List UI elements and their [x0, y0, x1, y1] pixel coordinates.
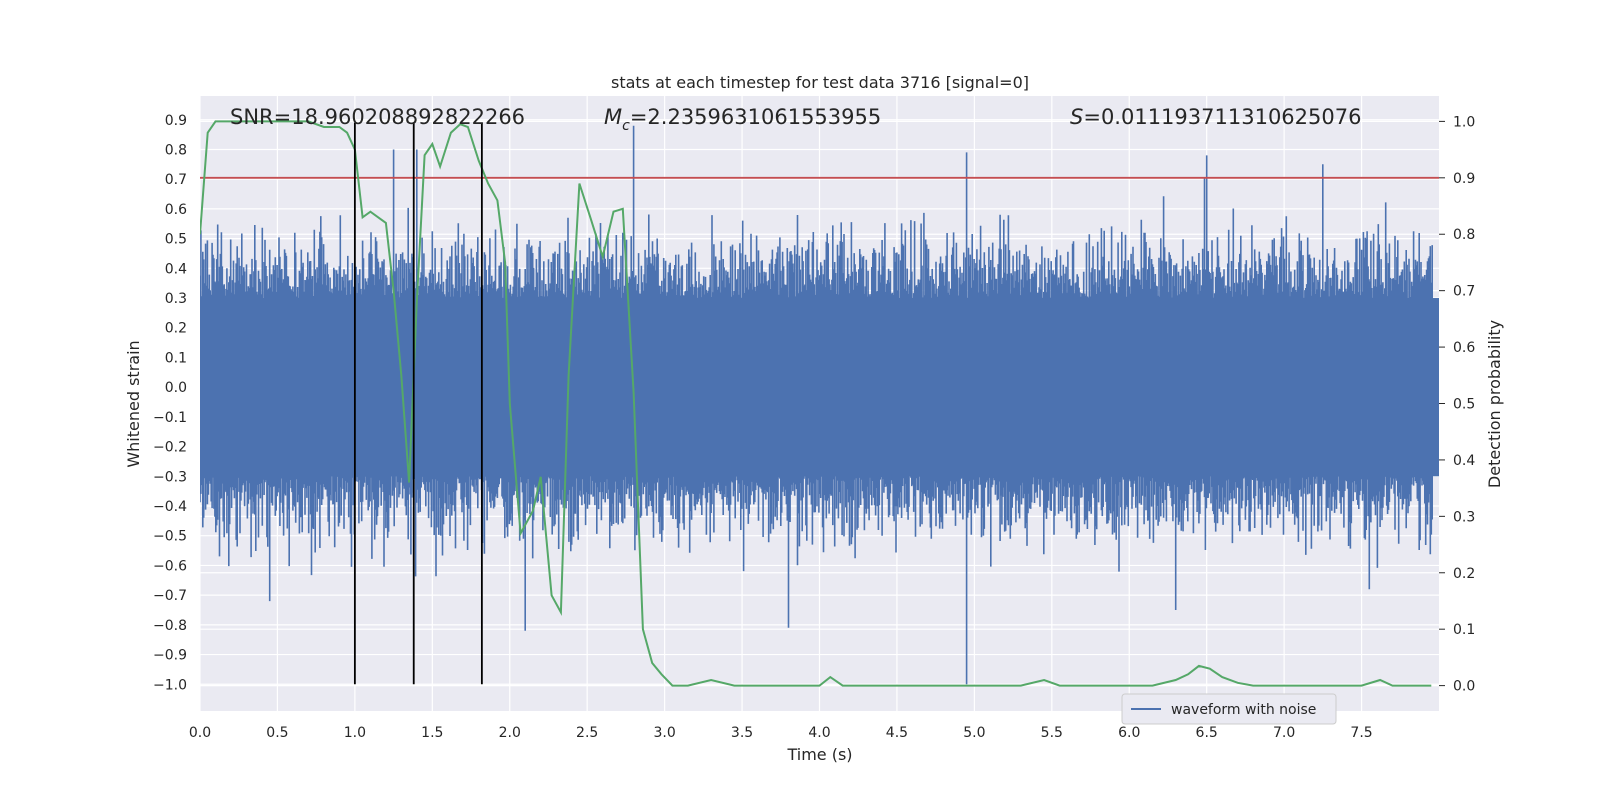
x-tick-label: 5.0 [963, 725, 985, 741]
x-tick-label: 1.0 [344, 725, 366, 741]
x-tick-label: 4.0 [808, 725, 830, 741]
chart-title: stats at each timestep for test data 371… [611, 73, 1029, 92]
x-tick-label: 0.0 [189, 725, 211, 741]
y-tick-label: −0.3 [153, 469, 187, 485]
s-value: =0.011193711310625076 [1083, 105, 1361, 129]
snr-annotation: SNR=18.960208892822266 [230, 105, 525, 129]
chirp-mass-symbol: M [604, 105, 622, 129]
y-tick-label: 0.0 [165, 380, 187, 396]
y-tick-label: −0.1 [153, 410, 187, 426]
x-tick-label: 7.0 [1273, 725, 1295, 741]
legend-label: waveform with noise [1171, 702, 1316, 718]
x-tick-label: 6.0 [1118, 725, 1140, 741]
y-tick-label: −0.5 [153, 529, 187, 545]
x-axis-ticks: 0.0 0.5 1.0 1.5 2.0 2.5 3.0 3.5 4.0 4.5 5.0 5.5 6.0 6… [189, 725, 1373, 741]
y2-tick-label: 0.7 [1453, 284, 1475, 300]
y-tick-label: −0.6 [153, 558, 187, 574]
y-tick-label: 0.1 [165, 350, 187, 366]
y2-tick-label: 0.3 [1453, 509, 1475, 525]
x-tick-label: 7.5 [1350, 725, 1372, 741]
y-tick-label: 0.4 [165, 261, 187, 277]
y2-tick-label: 0.1 [1453, 622, 1475, 638]
y2-tick-label: 1.0 [1453, 114, 1475, 130]
x-tick-label: 6.5 [1196, 725, 1218, 741]
y-tick-label: 0.6 [165, 202, 187, 218]
y2-axis-ticks: 0.0 0.1 0.2 0.3 0.4 0.5 0.6 0.7 0.8 0.9 1.0 [1439, 114, 1475, 695]
y2-tick-label: 0.6 [1453, 340, 1475, 356]
x-axis-label: Time (s) [786, 745, 852, 764]
s-symbol: S [1070, 105, 1083, 129]
x-tick-label: 1.5 [421, 725, 443, 741]
y2-axis-label: Detection probability [1485, 320, 1504, 488]
waveform-core-band [200, 298, 1439, 477]
y2-tick-label: 0.2 [1453, 566, 1475, 582]
chirp-mass-annotation: Mc=2.2359631061553955 [604, 105, 881, 134]
chirp-mass-value: =2.2359631061553955 [630, 105, 881, 129]
marker-lines [353, 122, 483, 685]
y-tick-label: 0.2 [165, 321, 187, 337]
y-tick-label: 0.9 [165, 113, 187, 129]
y-tick-label: −0.8 [153, 618, 187, 634]
y-tick-label: 0.7 [165, 172, 187, 188]
x-tick-label: 4.5 [886, 725, 908, 741]
y2-tick-label: 0.8 [1453, 227, 1475, 243]
y-tick-label: 0.5 [165, 232, 187, 248]
y-tick-label: −0.2 [153, 440, 187, 456]
y2-tick-label: 0.0 [1453, 679, 1475, 695]
x-tick-label: 5.5 [1041, 725, 1063, 741]
chirp-mass-subscript: c [622, 118, 630, 134]
detection-probability-series [200, 120, 1432, 687]
probability-line [200, 120, 1432, 687]
y2-tick-label: 0.9 [1453, 171, 1475, 187]
y-tick-label: −1.0 [153, 677, 187, 693]
x-tick-label: 0.5 [266, 725, 288, 741]
x-tick-label: 2.0 [499, 725, 521, 741]
y-tick-label: −0.9 [153, 648, 187, 664]
y-tick-label: 0.8 [165, 142, 187, 158]
x-tick-label: 2.5 [576, 725, 598, 741]
x-tick-label: 3.0 [653, 725, 675, 741]
y2-tick-label: 0.4 [1453, 453, 1475, 469]
y-tick-label: −0.7 [153, 588, 187, 604]
y-axis-label: Whitened strain [124, 340, 143, 467]
y2-tick-label: 0.5 [1453, 397, 1475, 413]
legend-box [1121, 693, 1337, 725]
y-axis-ticks: −1.0 −0.9 −0.8 −0.7 −0.6 −0.5 −0.4 −0.3 −0.2 −0.1… [153, 113, 187, 693]
s-annotation: S=0.011193711310625076 [1070, 105, 1361, 129]
x-tick-label: 3.5 [731, 725, 753, 741]
y-tick-label: 0.3 [165, 291, 187, 307]
y-tick-label: −0.4 [153, 499, 187, 515]
legend: waveform with noise [1121, 693, 1337, 725]
